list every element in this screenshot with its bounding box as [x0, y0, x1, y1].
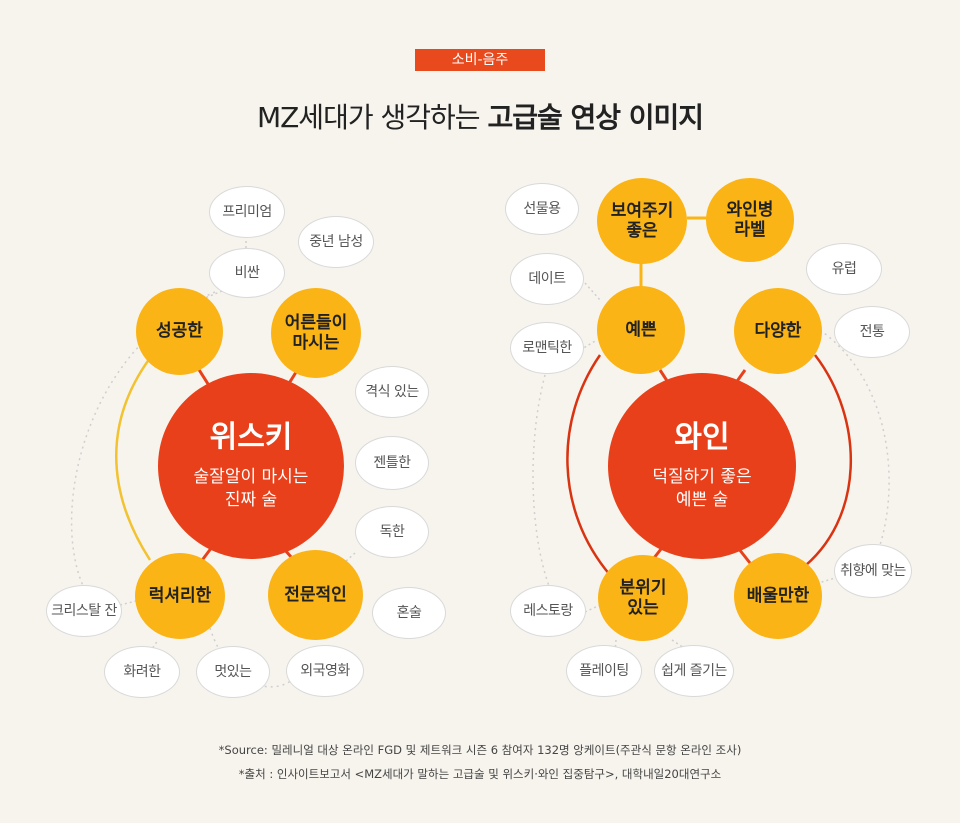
whisky-name: 위스키 — [209, 420, 293, 456]
trait-label: 성공한 — [156, 321, 203, 342]
keyword-classy: 격식 있는 — [355, 366, 429, 418]
keyword-tradition: 전통 — [834, 306, 910, 358]
trait-label: 예쁜 — [625, 319, 657, 340]
trait-successful: 성공한 — [136, 288, 223, 375]
keyword-label: 화려한 — [123, 663, 161, 680]
keyword-label: 쉽게 즐기는 — [661, 662, 727, 679]
trait-label: 좋은 — [626, 221, 658, 241]
page-title: MZ세대가 생각하는 고급술 연상 이미지 — [0, 96, 960, 136]
keyword-label: 외국영화 — [300, 662, 350, 679]
keyword-premium: 프리미엄 — [209, 186, 285, 238]
trait-label: 있는 — [627, 598, 659, 618]
keyword-label: 프리미엄 — [222, 203, 272, 220]
wine-right-arc — [799, 354, 853, 571]
trait-label: 럭셔리한 — [148, 585, 212, 606]
wine-desc-line1: 덕질하기 좋은 — [652, 467, 752, 488]
trait-label: 전문적인 — [284, 584, 347, 605]
keyword-crystal-glass: 크리스탈 잔 — [46, 585, 122, 637]
trait-wine-label: 와인병 라벨 — [706, 178, 794, 262]
source-note: *Source: 밀레니얼 대상 온라인 FGD 및 제트워크 시즌 6 참여자… — [218, 743, 742, 757]
trait-label: 마시는 — [292, 333, 340, 353]
keyword-easy-to-enjoy: 쉽게 즐기는 — [654, 645, 734, 697]
trait-adults-drink: 어른들이 마시는 — [271, 288, 361, 378]
keyword-label: 독한 — [379, 523, 405, 540]
whisky-main-circle: 위스키 술잘알이 마시는 진짜 술 — [158, 373, 344, 559]
keyword-label: 데이트 — [528, 270, 566, 287]
keyword-label: 젠틀한 — [373, 454, 411, 471]
trait-good-to-show: 보여주기 좋은 — [597, 178, 687, 264]
keyword-taste: 취향에 맞는 — [834, 544, 912, 598]
trait-label: 보여주기 — [610, 200, 674, 221]
wine-desc-line2: 예쁜 술 — [675, 490, 729, 510]
keyword-middle-aged-man: 중년 남성 — [298, 216, 374, 268]
keyword-label: 유럽 — [831, 260, 857, 277]
whisky-left-arc — [115, 357, 152, 561]
keyword-label: 멋있는 — [214, 663, 252, 680]
whisky-desc-line1: 술잘알이 마시는 — [193, 467, 309, 488]
trait-label: 분위기 — [619, 577, 667, 598]
keyword-label: 레스토랑 — [523, 602, 573, 619]
title-regular: MZ세대가 생각하는 — [256, 101, 481, 134]
wine-outer-dotted-left — [532, 374, 561, 611]
wine-name: 와인 — [674, 420, 730, 456]
trait-luxurious: 럭셔리한 — [135, 553, 225, 639]
keyword-label: 중년 남성 — [309, 233, 363, 250]
keyword-label: 로맨틱한 — [522, 339, 572, 356]
keyword-label: 선물용 — [523, 200, 561, 217]
trait-label: 어른들이 — [284, 312, 348, 333]
keyword-label: 전통 — [859, 323, 885, 340]
keyword-label: 취향에 맞는 — [840, 562, 906, 579]
trait-diverse: 다양한 — [734, 288, 822, 374]
trait-label: 다양한 — [754, 320, 802, 341]
wine-left-arc — [566, 354, 611, 576]
keyword-label: 격식 있는 — [365, 383, 419, 400]
keyword-cool: 멋있는 — [196, 646, 270, 698]
keyword-label: 비싼 — [234, 264, 260, 281]
keyword-plating: 플레이팅 — [566, 645, 642, 697]
whisky-desc-line2: 진짜 술 — [224, 490, 278, 510]
keyword-europe: 유럽 — [806, 243, 882, 295]
trait-worth-learning: 배울만한 — [734, 553, 822, 639]
trait-pretty: 예쁜 — [597, 286, 685, 374]
trait-label: 라벨 — [734, 220, 766, 240]
trait-label: 배울만한 — [746, 585, 810, 606]
keyword-romantic: 로맨틱한 — [510, 322, 584, 374]
keyword-date: 데이트 — [510, 253, 584, 305]
wine-main-circle: 와인 덕질하기 좋은 예쁜 술 — [608, 373, 796, 559]
origin-note: *출처 : 인사이트보고서 <MZ세대가 말하는 고급술 및 위스키·와인 집중… — [238, 767, 722, 781]
whisky-outer-dotted-arc — [70, 291, 216, 591]
keyword-fancy: 화려한 — [104, 646, 180, 698]
category-tag: 소비-음주 — [415, 49, 545, 71]
keyword-gift: 선물용 — [505, 183, 579, 235]
title-bold: 고급술 연상 이미지 — [487, 101, 704, 134]
keyword-strong: 독한 — [355, 506, 429, 558]
trait-atmosphere: 분위기 있는 — [598, 555, 688, 641]
keyword-label: 크리스탈 잔 — [51, 602, 117, 619]
keyword-expensive: 비싼 — [209, 248, 285, 298]
keyword-foreign-movie: 외국영화 — [286, 645, 364, 697]
keyword-restaurant: 레스토랑 — [510, 585, 586, 637]
trait-professional: 전문적인 — [268, 550, 363, 640]
keyword-gentlemanly: 젠틀한 — [355, 436, 429, 490]
keyword-label: 혼술 — [396, 604, 422, 621]
keyword-drinking-alone: 혼술 — [372, 587, 446, 639]
trait-label: 와인병 — [726, 199, 774, 220]
keyword-label: 플레이팅 — [579, 662, 629, 679]
wine-outer-dotted-right — [819, 329, 890, 546]
